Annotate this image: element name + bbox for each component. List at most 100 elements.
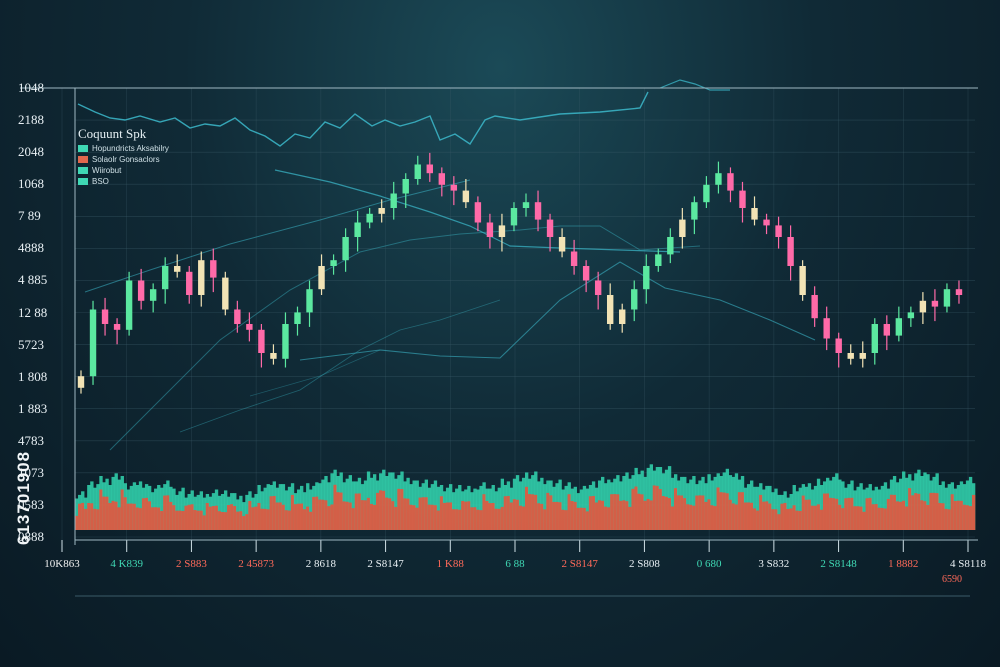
y-tick-label: 4783 <box>18 432 44 448</box>
candle-body <box>546 219 554 237</box>
volume-bar-sell <box>804 499 809 530</box>
volume-bar-sell <box>509 502 514 530</box>
volume-bar-sell <box>874 504 879 530</box>
volume-bar-total <box>841 481 845 530</box>
volume-bar-sell <box>737 492 742 530</box>
volume-bar-sell <box>327 506 331 530</box>
volume-bar-sell <box>667 498 672 530</box>
candle-body <box>883 324 891 336</box>
volume-bar-total <box>883 482 888 530</box>
volume-bar-sell <box>561 509 565 530</box>
candle-body <box>703 184 710 203</box>
volume-bar-sell <box>190 504 194 530</box>
side-watermark-id: 613701908 <box>14 450 33 545</box>
volume-bar-sell <box>300 503 304 530</box>
legend-item: Hopundricts Aksabilry <box>78 144 169 153</box>
volume-bar-sell <box>628 506 632 530</box>
volume-bar-sell <box>184 505 188 530</box>
x-tick-label: 2 S8148 <box>820 558 857 570</box>
volume-bar-sell <box>847 497 851 530</box>
volume-bar-sell <box>956 500 961 530</box>
volume-bar-sell <box>661 495 666 530</box>
volume-bar-sell <box>345 501 349 530</box>
candle-body <box>655 254 662 266</box>
candle-body <box>186 271 193 295</box>
x-tick-label: 2 S8147 <box>561 558 598 570</box>
volume-bar-sell <box>923 501 927 530</box>
volume-bar-sell <box>275 502 280 530</box>
volume-bar-total <box>436 486 441 530</box>
volume-bar-sell <box>78 503 82 530</box>
candle-body <box>691 202 698 220</box>
volume-bar-sell <box>366 497 371 530</box>
volume-bar-sell <box>619 500 623 530</box>
legend-label: Solaolr Gonsaclors <box>92 155 160 164</box>
volume-bar-total <box>777 494 781 530</box>
candle-body <box>342 237 349 261</box>
volume-bar-sell <box>427 504 432 530</box>
candle-body <box>510 208 518 226</box>
volume-bar-sell <box>202 515 207 530</box>
volume-bar-total <box>649 464 654 530</box>
volume-bar-sell <box>838 504 842 530</box>
candle-body <box>282 324 289 359</box>
volume-bar-total <box>138 481 143 530</box>
candle-body <box>294 312 301 324</box>
candle-body <box>366 213 373 223</box>
volume-bar-sell <box>822 493 827 530</box>
volume-bar-sell <box>382 490 386 530</box>
volume-bar-total <box>756 486 760 530</box>
support-line <box>109 225 701 451</box>
volume-bar-sell <box>795 510 799 530</box>
volume-bar-sell <box>518 505 523 530</box>
volume-bar-sell <box>105 496 109 530</box>
volume-bar-sell <box>442 502 447 530</box>
volume-bar-sell <box>528 494 532 530</box>
candle-body <box>378 208 385 214</box>
volume-bar-sell <box>898 501 903 530</box>
volume-bar-sell <box>892 494 897 530</box>
volume-bar-total <box>607 479 611 530</box>
volume-bar-sell <box>166 495 170 530</box>
volume-bar-sell <box>90 503 94 530</box>
volume-bar-sell <box>962 504 967 530</box>
y-tick-label: 2188 <box>18 112 44 128</box>
volume-bar-sell <box>570 501 574 530</box>
legend-item: Wiirobut <box>78 166 169 175</box>
candle-body <box>161 266 169 290</box>
volume-bar-sell <box>789 508 793 530</box>
volume-bar-sell <box>385 497 389 530</box>
volume-bar-sell <box>315 496 319 530</box>
volume-bar-sell <box>208 506 213 530</box>
volume-bar-sell <box>269 496 273 530</box>
volume-bar-sell <box>862 511 866 530</box>
volume-bar-sell <box>932 492 936 530</box>
volume-bar-sell <box>357 493 362 530</box>
legend-swatch <box>78 156 88 163</box>
candle-body <box>174 266 181 272</box>
volume-bar-sell <box>257 503 261 530</box>
candle-body <box>871 324 878 353</box>
volume-bar-sell <box>670 506 675 530</box>
candle-body <box>414 164 421 179</box>
volume-bar-total <box>287 486 292 530</box>
volume-bar-sell <box>147 501 152 530</box>
y-tick-label: 1048 <box>18 80 44 95</box>
candle-body <box>895 318 903 336</box>
volume-bar-sell <box>552 501 556 530</box>
volume-bar-sell <box>157 507 161 530</box>
volume-bar-sell <box>944 508 948 530</box>
y-tick-label: 1073 <box>18 464 44 480</box>
volume-bar-total <box>266 484 270 530</box>
candle-body <box>835 338 842 353</box>
volume-bar-sell <box>841 508 845 530</box>
volume-bar-sell <box>610 494 614 530</box>
volume-bar-sell <box>929 492 933 530</box>
volume-bar-sell <box>512 499 517 530</box>
volume-bar-sell <box>853 506 857 530</box>
volume-bar-sell <box>591 495 596 530</box>
candle-body <box>534 202 542 220</box>
volume-bar-sell <box>555 501 559 530</box>
x-tick-label: 1 8882 <box>888 558 919 570</box>
candle-body <box>149 289 157 301</box>
